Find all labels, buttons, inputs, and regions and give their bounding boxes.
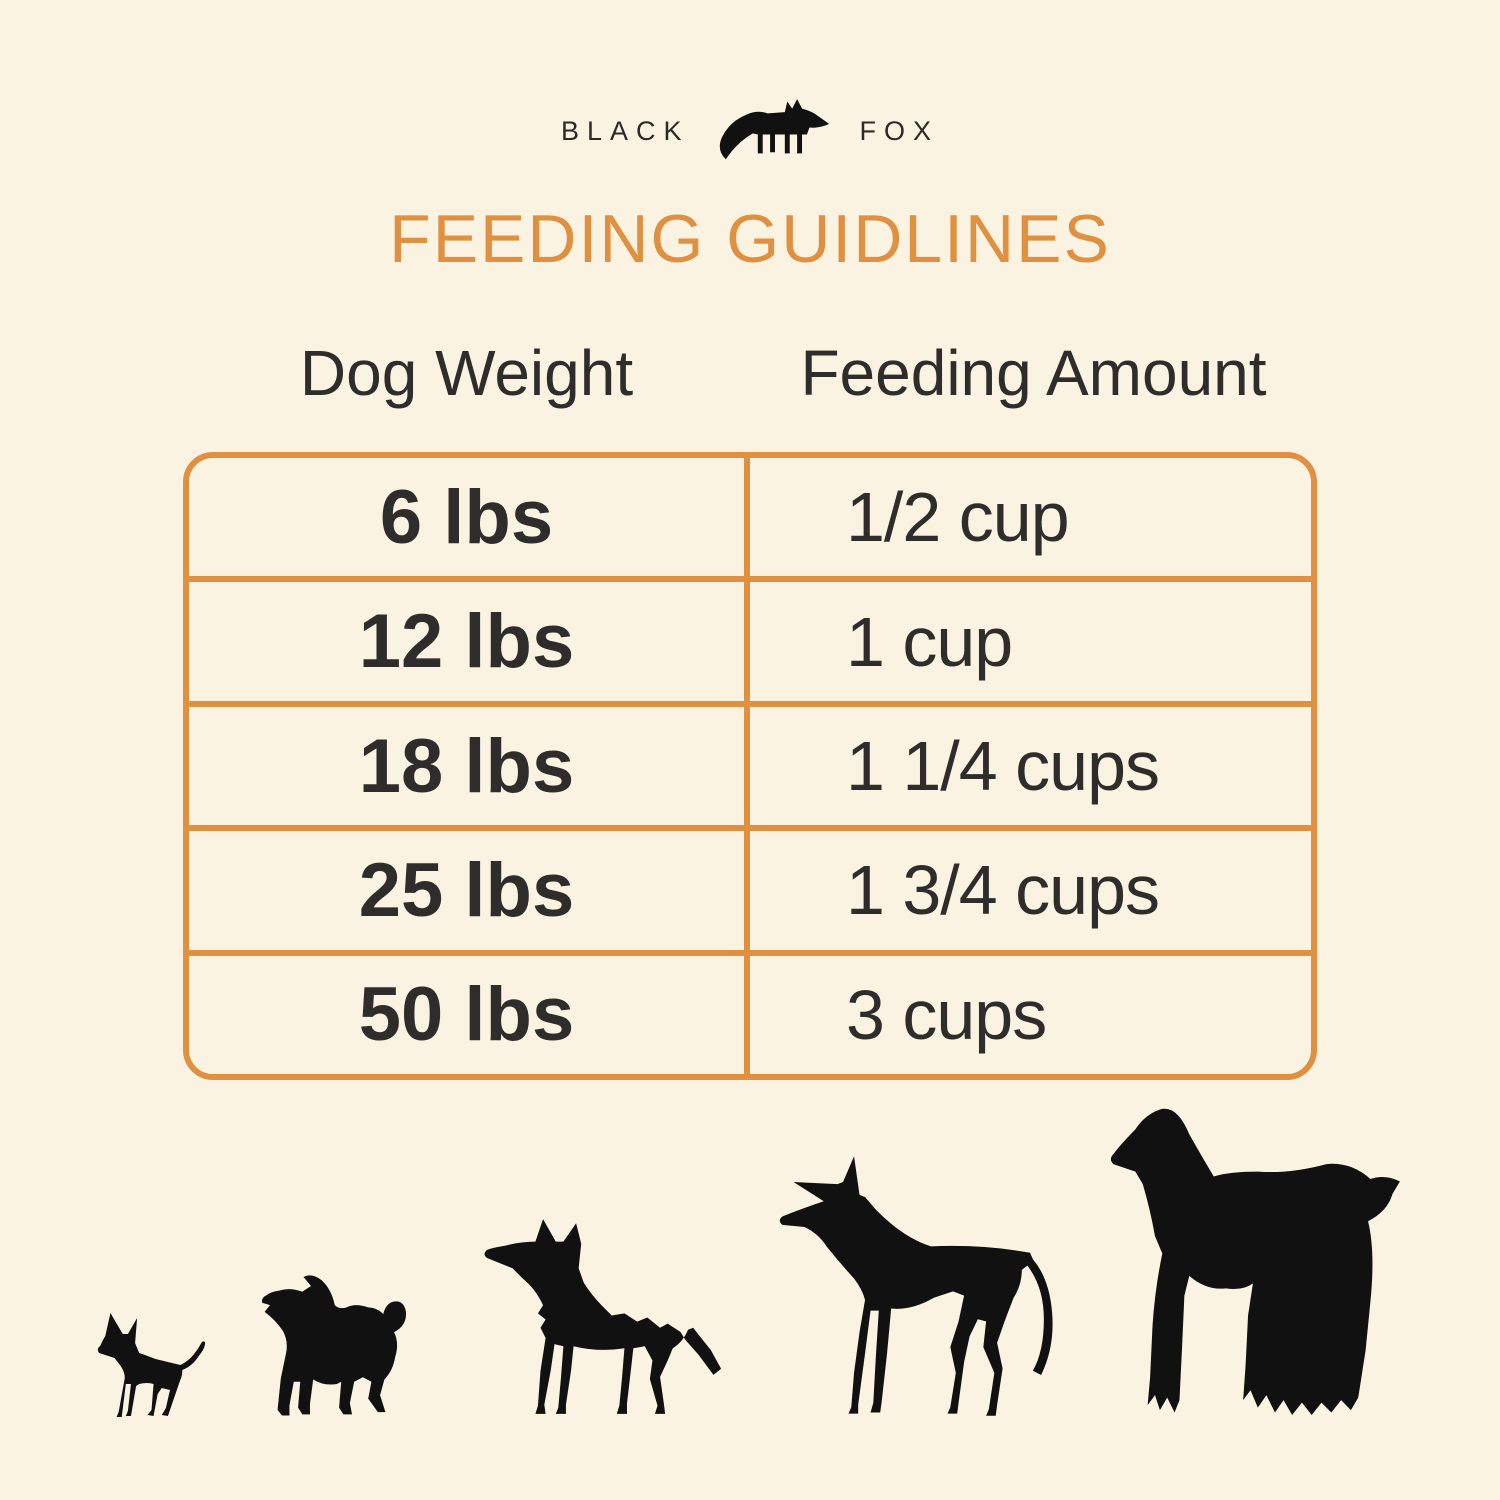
table-row: 18 lbs 1 1/4 cups — [189, 700, 1311, 826]
fox-icon — [716, 98, 834, 164]
weight-cell: 12 lbs — [189, 582, 750, 701]
weight-cell: 50 lbs — [189, 955, 750, 1074]
table-column-headers: Dog Weight Feeding Amount — [183, 336, 1317, 410]
feeding-table: 6 lbs 1/2 cup 12 lbs 1 cup 18 lbs 1 1/4 … — [183, 452, 1317, 1080]
border-collie-silhouette-icon — [482, 1215, 730, 1420]
amount-cell: 1 1/4 cups — [846, 727, 1160, 806]
chihuahua-silhouette-icon — [94, 1308, 209, 1420]
amount-cell: 1/2 cup — [846, 478, 1070, 557]
amount-cell: 1 cup — [846, 602, 1013, 681]
weight-cell: 6 lbs — [189, 458, 750, 577]
weight-cell: 25 lbs — [189, 831, 750, 950]
amount-cell: 1 3/4 cups — [846, 851, 1160, 930]
brand-logo: BLACK FOX — [0, 0, 1500, 164]
brand-word-fox: FOX — [859, 115, 940, 146]
dog-size-scale — [94, 1102, 1406, 1420]
table-row: 12 lbs 1 cup — [189, 576, 1311, 701]
pug-silhouette-icon — [256, 1268, 434, 1420]
afghan-hound-silhouette-icon — [1106, 1102, 1406, 1420]
table-row: 50 lbs 3 cups — [189, 949, 1311, 1074]
page-title: FEEDING GUIDLINES — [389, 201, 1111, 277]
header-feeding-amount: Feeding Amount — [800, 337, 1267, 409]
amount-cell: 3 cups — [846, 975, 1047, 1054]
pharaoh-hound-silhouette-icon — [777, 1152, 1059, 1420]
weight-cell: 18 lbs — [189, 706, 750, 826]
table-row: 25 lbs 1 3/4 cups — [189, 825, 1311, 950]
table-row: 6 lbs 1/2 cup — [189, 458, 1311, 577]
brand-word-black: BLACK — [560, 115, 690, 146]
header-dog-weight: Dog Weight — [299, 337, 634, 409]
